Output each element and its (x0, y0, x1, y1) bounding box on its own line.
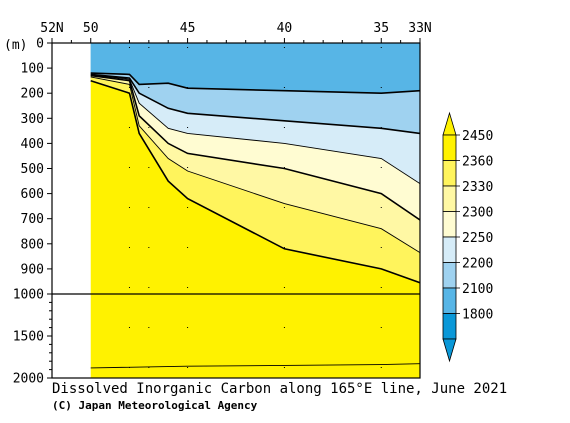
y-tick-label: 700 (21, 212, 44, 227)
colorbar-label: 2250 (462, 231, 493, 246)
colorbar-swatch (442, 134, 457, 161)
y-tick-label: 400 (21, 137, 44, 152)
contour-line-2360 (90, 79, 420, 284)
contour-line-2330 (90, 76, 420, 253)
colorbar-label: 2200 (462, 257, 493, 272)
colorbar-swatch (442, 160, 457, 187)
y-tick-label: 500 (21, 162, 44, 177)
y-tick-label: 0 (36, 37, 44, 52)
contour-line-2200 (90, 73, 420, 135)
colorbar-swatch (442, 185, 457, 212)
colorbar-swatch (442, 236, 457, 263)
plot-frame (51, 42, 421, 379)
colorbar-label: 2360 (462, 155, 493, 170)
colorbar-label: 2100 (462, 282, 493, 297)
section-fill-layer (90, 43, 420, 378)
axis-layer: 52N 50 45 40 35 33N 0 100 200 300 400 500 600 700 800 9… (13, 21, 432, 387)
colorbar-swatch (442, 287, 457, 314)
colorbar-label: 2300 (462, 206, 493, 221)
colorbar-swatch (442, 211, 457, 238)
y-tick-label: 100 (21, 62, 44, 77)
y-tick-label: 1000 (13, 288, 44, 303)
fill-band-2100 (90, 43, 420, 94)
y-tick-label: 200 (21, 87, 44, 102)
y-tick-label: 600 (21, 187, 44, 202)
colorbar-swatch (442, 262, 457, 289)
contour-line-2100 (90, 72, 420, 95)
chart-credit: (C) Japan Meteorological Agency (52, 399, 258, 412)
y-axis-unit-label: (m) (4, 38, 27, 53)
y-tick-label: 800 (21, 237, 44, 252)
y-tick-label: 900 (21, 262, 44, 277)
colorbar-swatch (442, 313, 457, 340)
contour-line-2300 (90, 74, 420, 221)
colorbar-label: 1800 (462, 308, 493, 323)
colorbar-top-arrow (442, 111, 457, 136)
colorbar-label: 2330 (462, 180, 493, 195)
x-tick-label: 45 (180, 21, 196, 36)
plot-border (51, 42, 421, 379)
colorbar: 2450 2360 2330 2300 2250 2200 2100 1800 (442, 111, 493, 363)
y-tick-label: 2000 (13, 372, 44, 387)
x-tick-label: 52N (40, 21, 63, 36)
chart-title: Dissolved Inorganic Carbon along 165°E l… (52, 381, 507, 397)
contour-line-layer (90, 72, 420, 369)
x-tick-label: 40 (277, 21, 293, 36)
colorbar-label: 2450 (462, 129, 493, 144)
y-tick-label: 1500 (13, 330, 44, 345)
contour-line-2250 (90, 74, 420, 184)
x-tick-label: 35 (373, 21, 389, 36)
colorbar-bottom-arrow (442, 338, 457, 363)
contour-line-2450 (90, 363, 420, 369)
x-tick-label: 50 (83, 21, 99, 36)
y-tick-label: 300 (21, 112, 44, 127)
x-tick-label: 33N (408, 21, 431, 36)
